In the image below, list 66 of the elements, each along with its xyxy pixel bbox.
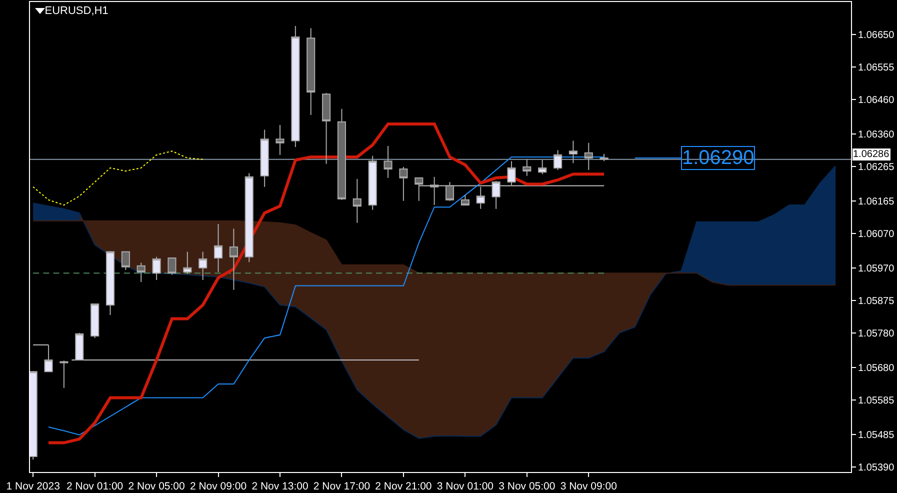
candlestick <box>538 160 547 175</box>
candlestick <box>90 304 100 339</box>
candlestick <box>384 145 392 178</box>
candlestick <box>136 262 146 283</box>
candlestick <box>399 166 408 202</box>
candlestick <box>492 180 500 210</box>
candlestick <box>44 344 53 372</box>
candlestick <box>352 178 362 224</box>
candlestick <box>60 360 68 388</box>
candlestick <box>260 129 269 188</box>
candlestick <box>460 194 470 206</box>
candlestick <box>322 92 331 164</box>
candlestick <box>152 256 161 280</box>
candlestick <box>121 251 130 270</box>
x-tick-label: 3 Nov 09:00 <box>560 480 618 493</box>
x-tick-label: 3 Nov 05:00 <box>498 480 556 493</box>
candlestick <box>75 332 84 360</box>
candlestick <box>476 186 485 210</box>
candlestick <box>198 251 208 280</box>
y-tick-label: 1.05390 <box>858 462 895 474</box>
candlestick <box>244 172 254 263</box>
candlestick <box>600 153 608 162</box>
y-tick-label: 1.05485 <box>858 430 895 442</box>
candlestick <box>584 142 593 170</box>
candlestick <box>30 370 38 460</box>
x-tick-label: 3 Nov 01:00 <box>436 480 494 493</box>
y-tick-label: 1.06360 <box>858 129 895 140</box>
y-tick-label: 1.05875 <box>858 296 895 308</box>
candlestick <box>337 108 346 200</box>
x-tick-label: 1 Nov 2023 <box>6 480 60 493</box>
y-tick-label: 1.06265 <box>858 162 895 174</box>
x-tick-label: 2 Nov 13:00 <box>252 480 308 493</box>
candlestick <box>168 257 176 276</box>
line-series <box>32 150 204 206</box>
y-tick-label: 1.06650 <box>858 30 895 41</box>
candlestick <box>554 150 562 170</box>
ref-line-label: 1.06286 <box>853 149 890 160</box>
candlestick <box>368 155 377 210</box>
y-tick-label: 1.06165 <box>858 196 895 208</box>
x-tick-label: 2 Nov 05:00 <box>128 480 186 493</box>
x-tick-label: 2 Nov 21:00 <box>375 480 432 493</box>
y-tick-label: 1.06070 <box>858 229 895 240</box>
candlestick <box>229 228 238 290</box>
candlestick <box>276 124 284 156</box>
candlestick <box>306 28 316 116</box>
candlestick <box>183 251 192 274</box>
y-tick-label: 1.06460 <box>858 95 895 106</box>
x-tick-label: 2 Nov 17:00 <box>313 480 370 493</box>
candlestick <box>214 223 223 273</box>
x-tick-label: 2 Nov 09:00 <box>190 480 247 493</box>
candlestick <box>430 176 439 206</box>
y-tick-label: 1.05680 <box>858 363 895 374</box>
y-tick-label: 1.05780 <box>858 328 895 340</box>
y-tick-label: 1.05970 <box>858 263 895 274</box>
y-tick-label: 1.06555 <box>858 62 895 74</box>
candlestick <box>445 182 454 202</box>
candlestick <box>507 160 516 186</box>
candlestick <box>414 177 424 202</box>
candlestick <box>291 26 300 148</box>
candlestick <box>106 250 115 316</box>
candlestick <box>522 158 532 176</box>
x-tick-label: 2 Nov 01:00 <box>66 480 124 493</box>
line-series <box>32 165 836 439</box>
chart-title: EURUSD,H1 <box>44 4 108 17</box>
candlestick <box>568 140 578 164</box>
y-tick-label: 1.05585 <box>858 396 895 407</box>
